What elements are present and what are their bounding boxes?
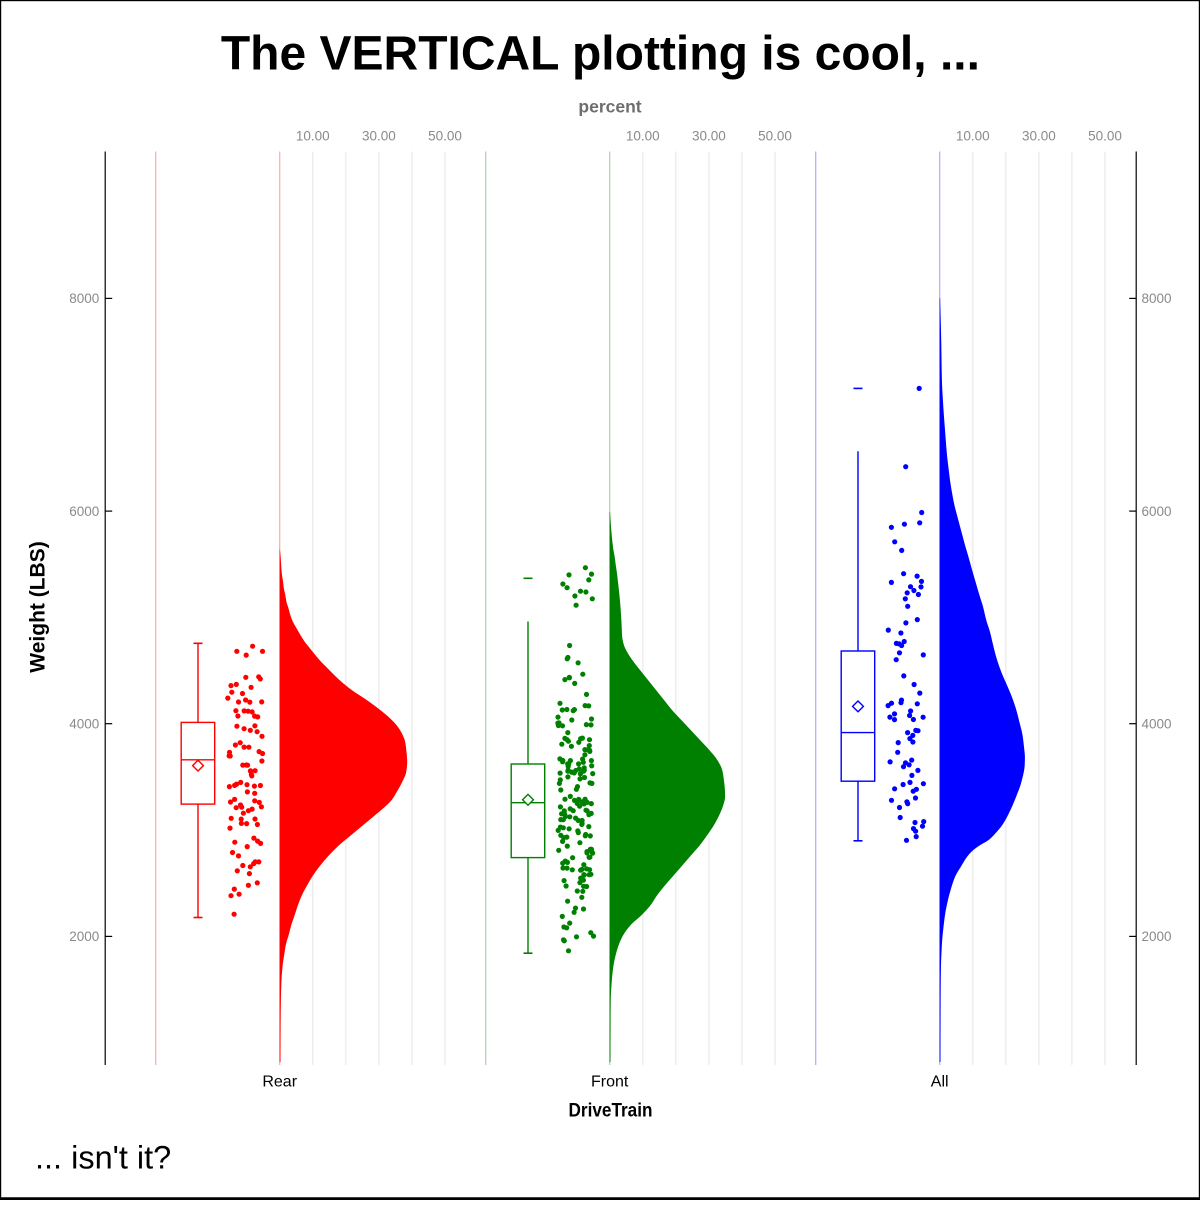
svg-text:percent: percent bbox=[578, 97, 641, 117]
svg-text:10.00: 10.00 bbox=[626, 129, 660, 144]
svg-text:The VERTICAL plotting is cool,: The VERTICAL plotting is cool, ... bbox=[221, 27, 980, 80]
svg-text:Front: Front bbox=[591, 1073, 629, 1090]
svg-text:50.00: 50.00 bbox=[428, 129, 462, 144]
svg-text:30.00: 30.00 bbox=[692, 129, 726, 144]
svg-text:10.00: 10.00 bbox=[956, 129, 990, 144]
svg-text:6000: 6000 bbox=[69, 504, 99, 519]
svg-text:8000: 8000 bbox=[1142, 291, 1172, 306]
svg-text:30.00: 30.00 bbox=[1022, 129, 1056, 144]
svg-text:50.00: 50.00 bbox=[1088, 129, 1122, 144]
svg-text:50.00: 50.00 bbox=[758, 129, 792, 144]
svg-text:Weight (LBS): Weight (LBS) bbox=[26, 541, 49, 672]
svg-text:4000: 4000 bbox=[1142, 716, 1172, 731]
svg-text:6000: 6000 bbox=[1142, 504, 1172, 519]
svg-text:8000: 8000 bbox=[69, 291, 99, 306]
svg-text:... isn't it?: ... isn't it? bbox=[35, 1140, 171, 1176]
svg-text:2000: 2000 bbox=[69, 929, 99, 944]
svg-text:4000: 4000 bbox=[69, 716, 99, 731]
svg-text:All: All bbox=[931, 1073, 949, 1090]
svg-text:DriveTrain: DriveTrain bbox=[569, 1100, 653, 1122]
svg-text:2000: 2000 bbox=[1142, 929, 1172, 944]
svg-text:10.00: 10.00 bbox=[296, 129, 330, 144]
svg-text:Rear: Rear bbox=[262, 1073, 297, 1090]
svg-text:30.00: 30.00 bbox=[362, 129, 396, 144]
